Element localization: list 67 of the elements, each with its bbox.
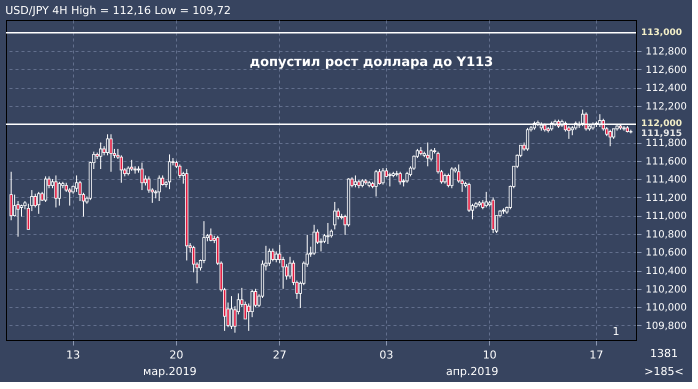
candlestick: [484, 191, 488, 208]
ref-line-label: 113,000: [641, 28, 682, 38]
y-tick-label: 111,600: [646, 156, 687, 168]
candlestick: [106, 134, 110, 156]
candlestick: [374, 169, 378, 197]
text: мар.2019: [143, 365, 197, 378]
candlestick: [99, 142, 102, 170]
ref-line-label: 112,000: [641, 119, 682, 130]
y-tick-label: 110,600: [646, 248, 687, 259]
candlestick: [20, 204, 24, 218]
annotation: допустил рост доллара до Y113: [250, 55, 494, 70]
candlestick: [109, 134, 113, 172]
text: 111,915: [641, 129, 682, 139]
candlestick: [268, 248, 271, 266]
y-tick-label: 110,800: [646, 229, 687, 240]
y-tick-label: 111,400: [646, 174, 687, 186]
candlestick: [608, 129, 612, 147]
candlestick: [158, 174, 161, 202]
candlestick: [168, 154, 172, 190]
candlestick: [58, 181, 61, 206]
y-tick-label: 112,800: [646, 46, 687, 58]
candlestick: [312, 224, 316, 256]
y-tick-label: 110,200: [646, 284, 687, 296]
text: апр.2019: [446, 365, 498, 378]
candlestick: [398, 171, 402, 186]
candlestick: [74, 174, 78, 192]
annotation: 1: [612, 325, 620, 338]
candlestick: [378, 168, 382, 186]
x-tick-label: 17: [589, 348, 604, 362]
y-tick-label: 112,600: [646, 64, 687, 76]
candlestick: [526, 127, 530, 152]
x-tick-label: 20: [169, 348, 184, 362]
x-tick-label: 03: [379, 348, 394, 362]
candlestick: [209, 228, 212, 242]
y-tick-label: 112,400: [646, 83, 687, 94]
candlestick: [230, 296, 234, 330]
candlestick: [443, 173, 447, 184]
y-tick-label: 111,200: [646, 192, 687, 204]
candlestick: [130, 159, 134, 172]
candlestick: [288, 256, 292, 280]
candlestick: [44, 176, 48, 202]
y-tick-label: 110,400: [646, 266, 687, 278]
candlestick: [333, 201, 336, 230]
y-tick-label: 109,800: [646, 320, 687, 332]
candlestick: [54, 174, 58, 208]
candlestick: [426, 142, 430, 167]
candlestick: [450, 166, 454, 189]
candlestick: [326, 222, 330, 244]
candlestick: [140, 162, 144, 191]
candlestick: [388, 172, 392, 187]
y-tick-label: 112,200: [646, 101, 687, 112]
x-tick-label: 10: [482, 348, 497, 362]
candlestick: [381, 168, 385, 186]
candlestick: [271, 248, 274, 262]
text: 1381: [650, 347, 678, 360]
candlestick: [274, 250, 278, 263]
candlestick: [354, 174, 358, 188]
x-tick-label: 27: [272, 348, 287, 362]
candlestick: [254, 288, 258, 308]
candlestick: [10, 171, 13, 221]
y-tick-label: 110,000: [646, 302, 687, 314]
candlestick: [37, 191, 40, 214]
text: >185<: [644, 365, 684, 378]
y-tick-label: 111,000: [646, 211, 687, 222]
chart-title: USD/JPY 4H High = 112,16 Low = 109,72: [5, 4, 231, 17]
x-tick-label: 13: [66, 348, 80, 362]
y-tick-label: 111,800: [646, 138, 687, 150]
